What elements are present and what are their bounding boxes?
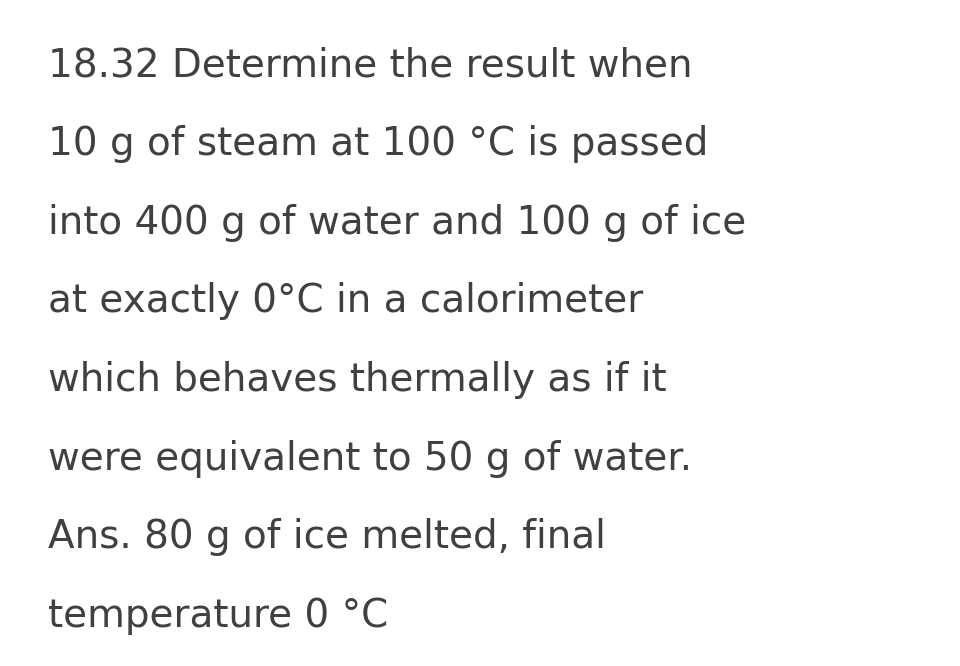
Text: temperature 0 °C: temperature 0 °C — [48, 597, 388, 635]
Text: 10 g of steam at 100 °C is passed: 10 g of steam at 100 °C is passed — [48, 125, 708, 163]
Text: at exactly 0°C in a calorimeter: at exactly 0°C in a calorimeter — [48, 282, 643, 320]
Text: Ans. 80 g of ice melted, final: Ans. 80 g of ice melted, final — [48, 518, 606, 556]
Text: were equivalent to 50 g of water.: were equivalent to 50 g of water. — [48, 440, 692, 478]
Text: into 400 g of water and 100 g of ice: into 400 g of water and 100 g of ice — [48, 204, 746, 242]
Text: which behaves thermally as if it: which behaves thermally as if it — [48, 361, 666, 399]
Text: 18.32 Determine the result when: 18.32 Determine the result when — [48, 47, 692, 85]
